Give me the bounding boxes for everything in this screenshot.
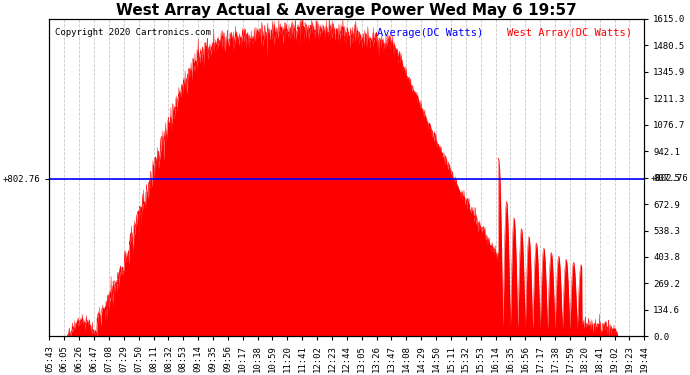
Text: Average(DC Watts): Average(DC Watts) — [377, 28, 483, 39]
Text: Copyright 2020 Cartronics.com: Copyright 2020 Cartronics.com — [55, 28, 211, 38]
Text: +802.76: +802.76 — [650, 174, 688, 183]
Title: West Array Actual & Average Power Wed May 6 19:57: West Array Actual & Average Power Wed Ma… — [117, 3, 578, 18]
Text: West Array(DC Watts): West Array(DC Watts) — [507, 28, 633, 39]
